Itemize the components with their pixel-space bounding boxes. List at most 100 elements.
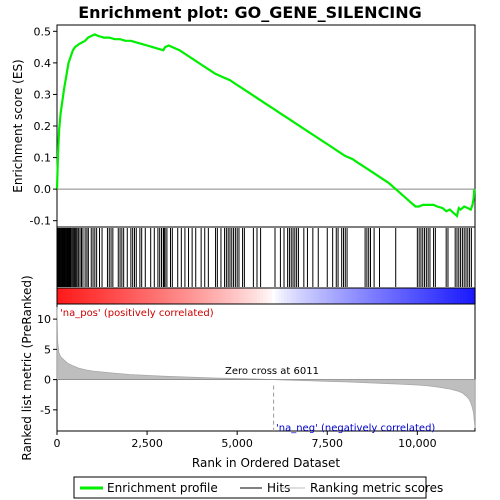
rank-band-cell xyxy=(260,288,264,304)
es-y-tick-label: 0.5 xyxy=(34,25,52,38)
rank-band-cell xyxy=(436,288,440,304)
rank-band-cell xyxy=(418,288,422,304)
rank-band-cell xyxy=(439,288,443,304)
rank-band-cell xyxy=(334,288,339,304)
x-tick-label: 2,500 xyxy=(131,437,163,450)
rank-band-cell xyxy=(367,288,372,304)
rank-band-cell xyxy=(310,288,315,304)
rank-band-cell xyxy=(248,288,252,304)
rank-band-cell xyxy=(221,288,225,304)
es-y-label: Enrichment score (ES) xyxy=(11,59,25,192)
rank-band-cell xyxy=(301,288,306,304)
x-tick-label: 10,000 xyxy=(398,437,437,450)
rank-band-cell xyxy=(131,288,136,304)
rank-band-cell xyxy=(385,288,390,304)
rank-band-cell xyxy=(194,288,198,304)
rank-band-cell xyxy=(469,288,473,304)
es-y-axis: -0.1 0.0 0.1 0.2 0.3 0.4 0.5 xyxy=(30,25,57,228)
metric-y-tick-label: 10 xyxy=(37,313,51,326)
rank-band-cell xyxy=(274,288,279,304)
rank-band-cell xyxy=(74,288,79,304)
es-y-tick-label: 0.3 xyxy=(34,88,52,101)
es-y-tick-label: 0.0 xyxy=(34,183,52,196)
rank-band-cell xyxy=(125,288,130,304)
x-tick-label: 0 xyxy=(54,437,61,450)
pos-correlated-label: 'na_pos' (positively correlated) xyxy=(60,308,214,319)
rank-band-cell xyxy=(86,288,91,304)
rank-band-cell xyxy=(286,288,291,304)
rank-band-cell xyxy=(158,288,163,304)
rank-band-cell xyxy=(403,288,407,304)
rank-band-cell xyxy=(251,288,255,304)
es-y-tick-label: 0.2 xyxy=(34,120,52,133)
metric-y-tick-label: 5 xyxy=(44,343,51,356)
enrichment-profile-line xyxy=(55,33,476,219)
rank-band-cell xyxy=(379,288,384,304)
rank-band-cell xyxy=(152,288,157,304)
rank-band-cell xyxy=(215,288,219,304)
rank-band-cell xyxy=(331,288,336,304)
rank-band-cell xyxy=(421,288,425,304)
rank-band-cell xyxy=(57,288,61,304)
rank-band-cell xyxy=(304,288,309,304)
rank-band-cell xyxy=(65,288,70,304)
rank-band-cell xyxy=(104,288,109,304)
rank-band-cell xyxy=(376,288,381,304)
rank-band-cell xyxy=(433,288,437,304)
rank-band-cell xyxy=(176,288,181,304)
legend-profile-label: Enrichment profile xyxy=(107,481,218,495)
rank-band-cell xyxy=(107,288,112,304)
rank-band-cell xyxy=(268,288,273,304)
rank-band-cell xyxy=(62,288,67,304)
rank-band-cell xyxy=(80,288,85,304)
rank-band-cell xyxy=(245,288,249,304)
chart-title: Enrichment plot: GO_GENE_SILENCING xyxy=(78,3,422,22)
rank-band-cell xyxy=(463,288,467,304)
rank-band-cell xyxy=(370,288,375,304)
rank-band-cell xyxy=(307,288,312,304)
rank-band-cell xyxy=(337,288,342,304)
rank-band-cell xyxy=(146,288,151,304)
rank-band-cell xyxy=(206,288,210,304)
rank-band-cell xyxy=(89,288,94,304)
rank-band-cell xyxy=(242,288,246,304)
rank-band-cell xyxy=(173,288,178,304)
es-y-tick-label: 0.1 xyxy=(34,152,52,165)
ranking-metric-area xyxy=(56,306,476,429)
x-axis: 0 2,500 5,000 7,500 10,000 xyxy=(54,431,437,450)
rank-color-band xyxy=(57,288,476,304)
rank-band-cell xyxy=(295,288,300,304)
rank-band-cell xyxy=(95,288,100,304)
rank-band-cell xyxy=(77,288,82,304)
metric-y-tick-label: 0 xyxy=(44,374,51,387)
rank-band-cell xyxy=(430,288,434,304)
rank-band-cell xyxy=(298,288,303,304)
hits-panel-frame xyxy=(56,226,476,289)
rank-band-cell xyxy=(451,288,455,304)
legend: Enrichment profile Hits Ranking metric s… xyxy=(73,476,443,499)
rank-band-cell xyxy=(101,288,106,304)
rank-band-cell xyxy=(143,288,148,304)
rank-band-cell xyxy=(445,288,449,304)
rank-band-cell xyxy=(442,288,446,304)
rank-band-cell xyxy=(263,288,267,304)
rank-band-cell xyxy=(230,288,234,304)
rank-band-cell xyxy=(346,288,351,304)
rank-band-cell xyxy=(218,288,222,304)
rank-band-cell xyxy=(116,288,121,304)
rank-band-cell xyxy=(316,288,321,304)
rank-band-cell xyxy=(397,288,401,304)
legend-hits-label: Hits xyxy=(267,481,290,495)
metric-y-tick-label: -5 xyxy=(40,404,51,417)
rank-band-cell xyxy=(391,288,395,304)
rank-band-cell xyxy=(119,288,124,304)
rank-band-cell xyxy=(457,288,461,304)
rank-band-cell xyxy=(466,288,470,304)
rank-band-cell xyxy=(266,288,270,304)
rank-band-cell xyxy=(212,288,216,304)
rank-band-cell xyxy=(236,288,240,304)
rank-band-cell xyxy=(161,288,166,304)
hit-markers xyxy=(57,228,472,287)
